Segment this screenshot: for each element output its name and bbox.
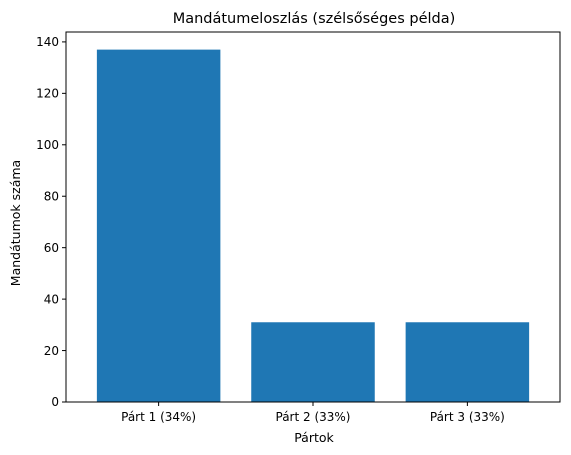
y-tick-label: 120 — [36, 87, 59, 101]
chart-title: Mandátumeloszlás (szélsőséges példa) — [173, 11, 456, 27]
y-tick-label: 40 — [44, 292, 59, 306]
x-axis-label: Pártok — [294, 430, 334, 445]
y-axis-label: Mandátumok száma — [8, 160, 23, 286]
x-tick-label: Párt 3 (33%) — [430, 410, 505, 424]
axes-frame — [65, 31, 561, 403]
x-tick-label: Párt 2 (33%) — [276, 410, 351, 424]
y-tick-label: 60 — [44, 241, 59, 255]
y-tick-label: 100 — [36, 138, 59, 152]
bar-3 — [405, 322, 530, 402]
bar-1 — [96, 49, 221, 403]
y-tick-label: 140 — [36, 35, 59, 49]
bar-2 — [251, 322, 375, 402]
plot-area: Párt 1 (34%) Párt 2 (33%) Párt 3 (33%) 0 20 4… — [36, 31, 561, 424]
y-tick-label: 20 — [44, 344, 59, 358]
y-tick-label: 80 — [44, 189, 59, 203]
x-tick-label: Párt 1 (34%) — [121, 410, 196, 424]
y-tick-label: 0 — [51, 395, 59, 409]
